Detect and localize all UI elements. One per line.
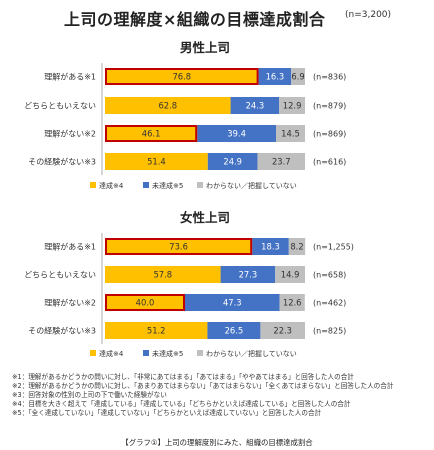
category-label: どちらともいえない <box>24 102 96 111</box>
data-label: 73.6 <box>169 242 188 252</box>
bar-segment <box>275 266 305 283</box>
page-title: 上司の理解度×組織の目標達成割合 <box>64 10 326 29</box>
footnote: ※4：目標を大きく超えて「達成している」「達成している」「どちらかといえば達成し… <box>12 400 351 409</box>
legend-swatch <box>143 182 149 188</box>
data-label: 57.8 <box>153 270 172 280</box>
legend-swatch <box>197 350 203 356</box>
footnote: ※1：理解があるかどうかの問いに対し、「非常にあてはまる」「あてはまる」「ややあ… <box>12 373 354 381</box>
data-label: 14.9 <box>281 270 300 280</box>
bar-segment <box>279 97 305 114</box>
sample-size-label: (n=879) <box>313 102 346 111</box>
sample-size-label: (n=825) <box>313 327 346 336</box>
bar-segment <box>207 322 261 339</box>
data-label: 46.1 <box>142 129 161 139</box>
bar-segment <box>260 322 305 339</box>
footnote: ※2：理解があるかどうかの問いに対し、「あまりあてはまらない」「あてはまらない」… <box>12 382 394 391</box>
footnotes: ※1：理解があるかどうかの問いに対し、「非常にあてはまる」「あてはまる」「ややあ… <box>12 373 430 418</box>
bar-segment <box>276 125 305 142</box>
data-label: 24.3 <box>246 101 265 111</box>
highlight-box <box>105 294 185 311</box>
data-label: 14.5 <box>281 129 300 139</box>
bar-segment <box>105 266 221 283</box>
data-label: 24.9 <box>223 157 242 167</box>
bar-segment <box>258 68 292 85</box>
chart-title: 男性上司 <box>180 40 230 55</box>
bar-segment <box>291 68 305 85</box>
bar-segment <box>105 153 208 170</box>
data-label: 23.7 <box>272 157 291 167</box>
sample-size-label: (n=1,255) <box>313 243 354 252</box>
data-label: 26.5 <box>225 326 244 336</box>
total-sample-size: (n=3,200) <box>345 10 392 20</box>
sample-size-label: (n=869) <box>313 130 346 139</box>
legend-label: わからない／把握していない <box>206 181 297 190</box>
legend-label: 達成※4 <box>99 181 124 190</box>
data-label: 51.4 <box>147 157 166 167</box>
legend-label: 未達成※5 <box>152 181 183 190</box>
category-label: 理解がない※2 <box>44 129 96 139</box>
bar-segment <box>105 68 259 85</box>
category-label: どちらともいえない <box>24 271 96 280</box>
bar-segment <box>257 153 305 170</box>
bar-segment <box>105 294 185 311</box>
category-label: その経験がない※3 <box>28 157 96 167</box>
sample-size-label: (n=836) <box>313 73 346 82</box>
category-label: 理解がある※1 <box>44 242 96 252</box>
footnote: ※3：回答対象の性別の上司の下で働いた経験がない <box>12 391 167 400</box>
data-label: 62.8 <box>158 101 177 111</box>
bar-segment <box>105 125 198 142</box>
category-label: その経験がない※3 <box>28 326 96 336</box>
data-label: 16.3 <box>266 72 285 82</box>
bar-segment <box>279 294 305 311</box>
highlight-box <box>105 238 253 255</box>
bar-segment <box>207 153 258 170</box>
legend-label: 達成※4 <box>99 349 124 358</box>
data-label: 40.0 <box>136 298 155 308</box>
legend-swatch <box>90 182 96 188</box>
legend-swatch <box>143 350 149 356</box>
data-label: 27.3 <box>239 270 258 280</box>
chart-title: 女性上司 <box>180 210 230 225</box>
bar-segment <box>220 266 276 283</box>
bar-segment <box>105 97 231 114</box>
bar-segment <box>105 322 208 339</box>
data-label: 12.9 <box>283 101 302 111</box>
legend-label: 未達成※5 <box>152 349 183 358</box>
bar-segment <box>288 238 306 255</box>
sample-size-label: (n=616) <box>313 158 346 167</box>
highlight-box <box>105 125 198 142</box>
legend-swatch <box>197 182 203 188</box>
data-label: 51.2 <box>147 326 166 336</box>
bar-segment <box>185 294 280 311</box>
sample-size-label: (n=658) <box>313 271 346 280</box>
figure-caption: 【グラフ①】上司の理解度別にみた、組織の目標達成割合 <box>121 438 313 447</box>
category-label: 理解がある※1 <box>44 72 96 82</box>
data-label: 22.3 <box>273 326 292 336</box>
footnote: ※5：「全く達成していない」「達成していない」「どちらかといえば達成していない」… <box>12 409 322 418</box>
highlight-box <box>105 68 259 85</box>
data-label: 47.3 <box>223 298 242 308</box>
data-label: 12.6 <box>283 298 302 308</box>
bar-segment <box>105 238 253 255</box>
bar-segment <box>197 125 276 142</box>
legend-label: わからない／把握していない <box>206 349 297 358</box>
legend-swatch <box>90 350 96 356</box>
bar-segment <box>230 97 280 114</box>
data-label: 18.3 <box>261 242 280 252</box>
data-label: 6.9 <box>291 72 304 82</box>
data-label: 39.4 <box>227 129 246 139</box>
data-label: 76.8 <box>172 72 191 82</box>
bar-segment <box>252 238 289 255</box>
category-label: 理解がない※2 <box>44 298 96 308</box>
sample-size-label: (n=462) <box>313 299 346 308</box>
data-label: 8.2 <box>290 242 303 252</box>
